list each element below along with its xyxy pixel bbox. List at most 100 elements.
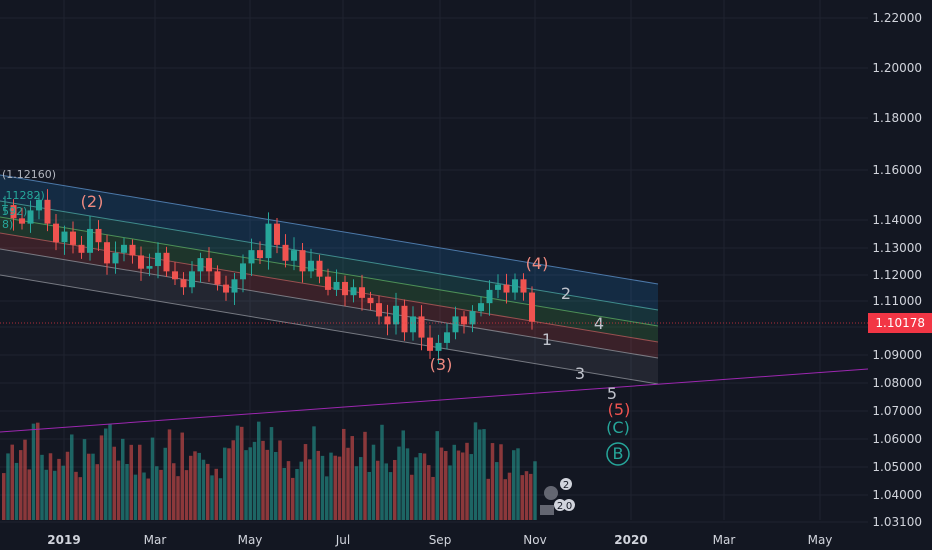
- time-tick-label: Jul: [335, 533, 350, 547]
- candle-body: [70, 231, 76, 245]
- volume-bar: [210, 475, 214, 520]
- volume-bar: [469, 454, 473, 520]
- candle-body: [138, 255, 144, 269]
- volume-bar: [359, 457, 363, 520]
- volume-bar: [146, 478, 150, 520]
- wave-label: 3: [575, 364, 585, 383]
- volume-bar: [269, 427, 274, 520]
- candle-body: [240, 263, 246, 280]
- volume-bar: [172, 463, 176, 520]
- price-tick-label: 1.03100: [872, 515, 922, 529]
- wave-label: (4): [526, 254, 549, 273]
- price-tick-label: 1.07000: [872, 404, 922, 418]
- legend-value: 8): [2, 218, 13, 231]
- volume-bar: [452, 444, 456, 520]
- price-tick-label: 1.06000: [872, 432, 922, 446]
- volume-bar: [431, 476, 435, 520]
- candle-body: [512, 279, 518, 293]
- time-tick-label: Nov: [523, 533, 546, 547]
- price-axis-bg[interactable]: [868, 0, 932, 550]
- legend-values: (1.12160) .11282) 592)8): [2, 168, 56, 231]
- volume-bar: [48, 453, 53, 520]
- volume-bar: [282, 467, 286, 520]
- price-tick-label: 1.08000: [872, 376, 922, 390]
- volume-bar: [384, 463, 388, 520]
- time-tick-label: Sep: [429, 533, 452, 547]
- volume-bar: [316, 450, 320, 520]
- event-badge-label: 0: [566, 501, 572, 512]
- event-badge-circle: [560, 478, 572, 490]
- candle-body: [44, 199, 51, 224]
- last-price-marker: 1.10178: [0, 313, 932, 333]
- volume-bar: [6, 453, 10, 520]
- volume-bar: [461, 452, 465, 520]
- volume-bar: [299, 461, 303, 520]
- price-axis[interactable]: 1.22000 1.20000 1.18000 1.16000 1.14000 1.130…: [872, 11, 922, 529]
- volume-bar: [516, 448, 520, 520]
- volume-bar: [350, 436, 354, 520]
- volume-bar: [61, 465, 65, 520]
- candle-body: [274, 223, 280, 245]
- volume-bar: [193, 451, 197, 520]
- volume-bar: [482, 429, 486, 520]
- candle-body: [265, 223, 272, 259]
- volume-bar: [448, 465, 452, 520]
- wave-label: (5): [608, 400, 631, 419]
- volume-bar: [133, 474, 138, 520]
- fib-band: [0, 175, 658, 310]
- candle-body: [223, 284, 229, 293]
- volume-bar: [325, 476, 329, 520]
- wave-label: 5: [607, 384, 617, 403]
- volume-bar: [227, 448, 231, 520]
- volume-bar: [19, 450, 23, 520]
- volume-bar: [520, 475, 524, 520]
- volume-bar: [456, 450, 461, 520]
- candle-body: [19, 218, 25, 224]
- fib-line: [0, 216, 659, 327]
- time-axis[interactable]: 2019 Mar May Jul Sep Nov 2020 Mar May: [47, 533, 832, 547]
- volume-bars: [2, 421, 537, 520]
- volume-bar: [167, 429, 172, 520]
- volume-bar: [380, 424, 384, 520]
- volume-bar: [27, 469, 31, 520]
- fib-line: [0, 200, 659, 311]
- volume-bar: [418, 453, 422, 520]
- candle-body: [129, 244, 136, 256]
- volume-bar: [112, 446, 116, 520]
- wave-label: (2): [81, 192, 104, 211]
- volume-bar: [57, 458, 61, 520]
- candle-body: [291, 250, 297, 261]
- volume-bar: [444, 451, 448, 520]
- volume-bar: [176, 476, 180, 520]
- volume-bar: [142, 472, 146, 520]
- legend-value: 592): [2, 205, 27, 218]
- candle-body: [53, 223, 59, 243]
- time-tick-label: 2019: [47, 533, 80, 547]
- event-badge-icon: [540, 505, 554, 515]
- volume-bar: [14, 462, 19, 520]
- trendline[interactable]: [0, 368, 869, 433]
- wave-label-circle: [606, 442, 630, 466]
- candle-body: [231, 279, 238, 293]
- volume-bar: [248, 447, 252, 520]
- volume-bar: [129, 444, 133, 520]
- volume-bar: [214, 468, 218, 520]
- candle-body: [529, 292, 535, 322]
- volume-bar: [512, 450, 516, 520]
- candle-body: [350, 287, 357, 296]
- volume-bar: [10, 444, 14, 520]
- volume-bar: [529, 473, 533, 520]
- volume-bar: [99, 435, 104, 520]
- event-badges[interactable]: 22 0: [540, 478, 575, 515]
- candle-body: [452, 316, 459, 333]
- volume-bar: [108, 424, 112, 520]
- candle-body: [342, 281, 348, 296]
- volume-bar: [410, 474, 414, 520]
- volume-bar: [159, 469, 163, 520]
- candle-body: [206, 258, 212, 272]
- volume-bar: [303, 444, 308, 520]
- candle-body: [10, 205, 17, 219]
- fib-line: [0, 248, 659, 359]
